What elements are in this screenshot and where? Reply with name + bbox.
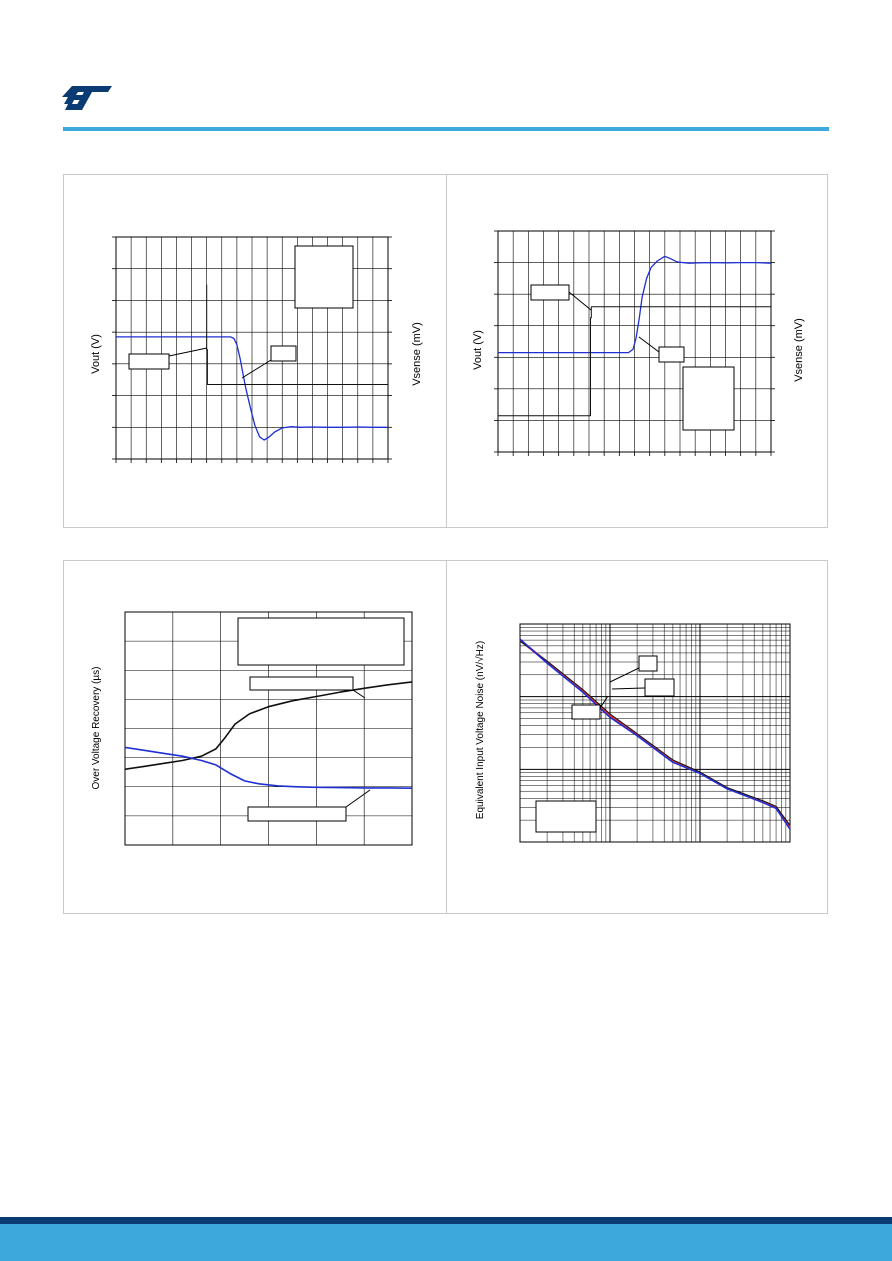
chart-2: Vout (V) Vsense (mV) bbox=[472, 230, 805, 456]
callout-leader bbox=[568, 291, 592, 311]
st-logo-icon bbox=[62, 86, 112, 110]
chart-3: Over Voltage Recovery (µs) bbox=[91, 611, 413, 846]
y-axis-label: Over Voltage Recovery (µs) bbox=[91, 666, 102, 789]
callout-leader bbox=[638, 336, 660, 353]
chart-1: Vout (V) Vsense (mV) bbox=[90, 236, 423, 463]
panel-divider bbox=[446, 561, 447, 913]
plot-frame bbox=[124, 611, 413, 846]
series-layer bbox=[498, 255, 772, 417]
callout-label-box bbox=[128, 353, 170, 370]
footer-band-dark bbox=[0, 1217, 892, 1224]
callouts bbox=[535, 655, 675, 833]
callout-leader bbox=[168, 347, 208, 357]
callout-label-box bbox=[530, 284, 570, 301]
y-axis-label-right: Vsense (mV) bbox=[411, 322, 423, 386]
plot-frame bbox=[115, 236, 389, 460]
callout-label-box bbox=[247, 806, 347, 822]
series-line-2 bbox=[498, 306, 771, 417]
callout-leader bbox=[609, 667, 640, 683]
series-layer bbox=[116, 284, 388, 441]
panel-divider bbox=[446, 175, 447, 527]
annotation-box bbox=[682, 366, 735, 431]
callout-leader bbox=[611, 687, 646, 690]
callout-leader bbox=[345, 789, 371, 808]
y-axis-label: Equivalent Input Voltage Noise (nV/√Hz) bbox=[474, 641, 486, 819]
callout-leader bbox=[599, 695, 609, 709]
annotation-box bbox=[294, 245, 354, 309]
callout-leader bbox=[352, 689, 366, 699]
callouts bbox=[237, 617, 405, 822]
callout-label-box bbox=[571, 704, 601, 720]
chart-4: Equivalent Input Voltage Noise (nV/√Hz) bbox=[474, 623, 791, 843]
figure-panel-top bbox=[63, 174, 828, 528]
footer-band bbox=[0, 1224, 892, 1261]
series-line-1 bbox=[519, 639, 791, 828]
header-rule bbox=[63, 127, 829, 131]
plot-frame bbox=[519, 623, 791, 843]
callout-label-box bbox=[658, 346, 685, 363]
series-line-2 bbox=[124, 746, 413, 789]
callout-leader bbox=[241, 359, 272, 379]
series-line-2 bbox=[206, 284, 388, 385]
callout-label-box bbox=[249, 676, 354, 691]
plot-frame bbox=[497, 230, 772, 453]
series-line-2 bbox=[519, 640, 791, 826]
series-line-1 bbox=[116, 336, 388, 441]
callout-label-box bbox=[270, 345, 297, 362]
series-layer bbox=[519, 638, 791, 830]
y-axis-label: Vout (V) bbox=[90, 334, 102, 374]
y-axis-label: Vout (V) bbox=[472, 330, 484, 370]
callout-label-box bbox=[644, 678, 675, 697]
y-axis-label-right: Vsense (mV) bbox=[793, 318, 805, 382]
series-line-3 bbox=[519, 638, 791, 830]
callout-label-box bbox=[638, 655, 658, 672]
figure-panel-bottom bbox=[63, 560, 828, 914]
annotation-box bbox=[535, 800, 597, 833]
callouts bbox=[128, 245, 354, 379]
series-line-1 bbox=[498, 255, 772, 354]
annotation-box bbox=[237, 617, 405, 666]
callouts bbox=[530, 284, 735, 431]
